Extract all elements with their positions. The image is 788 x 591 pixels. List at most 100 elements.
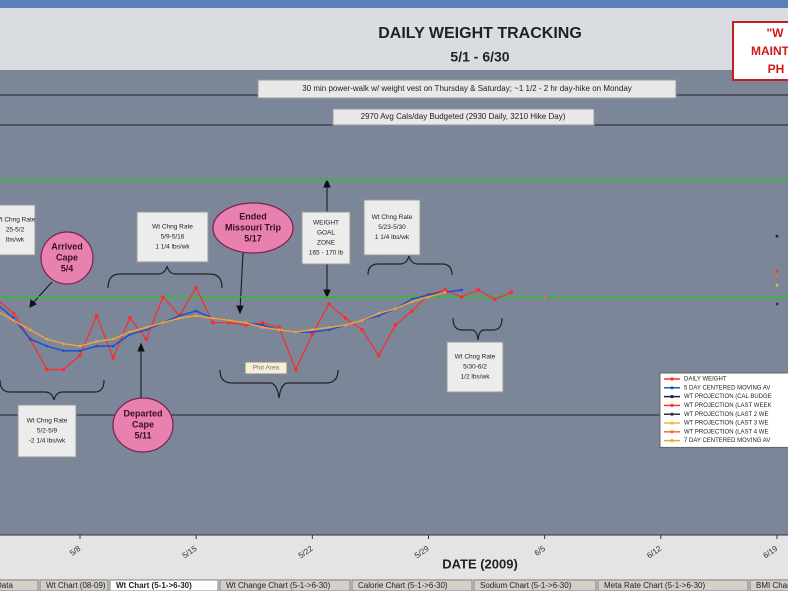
legend-marker: [670, 403, 674, 407]
legend-label: WT PROJECTION (LAST WEEK: [684, 403, 771, 409]
data-point: [127, 316, 132, 320]
data-point: [244, 323, 248, 327]
data-point: [95, 344, 98, 348]
data-point: [443, 288, 447, 292]
annotation-text: 5/9-5/16: [161, 234, 185, 241]
data-point: [144, 337, 149, 341]
data-point: [111, 356, 115, 360]
chart-subtitle: 5/1 - 6/30: [450, 49, 509, 65]
brace: [219, 369, 339, 399]
data-point: [344, 323, 347, 327]
data-point: [61, 349, 65, 353]
annotation-box: [446, 341, 504, 393]
legend-marker: [670, 395, 674, 399]
sheet-tab-label: BMI Chart (5-: [756, 581, 788, 590]
brace: [0, 379, 105, 401]
data-point: [61, 342, 65, 346]
data-point: [327, 328, 331, 332]
annotation-text: Cape: [132, 419, 154, 429]
data-point: [210, 320, 215, 325]
annotation-text: 165 - 170 lb: [309, 250, 344, 257]
legend-label: WT PROJECTION (CAL BUDGE: [684, 394, 772, 400]
legend-label: WT PROJECTION (LAST 2 WE: [684, 412, 768, 418]
annotation-text: Plot Area: [253, 365, 280, 372]
sheet-tab-label: Wt Change Chart (5-1->6-30): [226, 581, 331, 590]
sheet-tab: [109, 579, 219, 591]
data-point: [260, 320, 265, 325]
data-point: [377, 314, 381, 318]
data-point: [543, 295, 547, 299]
data-point: [261, 323, 264, 327]
data-point: [509, 290, 514, 295]
data-point: [277, 325, 281, 330]
legend-marker: [670, 386, 674, 390]
legend-label: 5 DAY CENTERED MOVING AV: [684, 385, 770, 391]
data-point: [194, 314, 198, 318]
sheet-tab: [39, 579, 109, 591]
legend-box: [659, 372, 788, 448]
data-point: [178, 316, 181, 320]
annotation-text: 5/30-6/2: [463, 364, 487, 371]
brace: [107, 265, 223, 289]
braces: [0, 255, 503, 401]
sheet-tab: [0, 579, 39, 591]
arrow-head: [323, 289, 331, 299]
annotation-text: 25-5/2: [6, 227, 25, 234]
data-point: [111, 344, 115, 348]
chart-area-bottom: [0, 535, 788, 580]
data-point: [493, 297, 497, 302]
data-point: [775, 274, 779, 278]
data-point: [376, 353, 381, 358]
corner-note: MAINT: [751, 44, 788, 58]
arrow-head: [29, 299, 37, 308]
data-point: [44, 367, 49, 372]
annotation-text: -2 1/4 lbs/wk: [29, 438, 66, 445]
annotation-text: GOAL: [317, 230, 335, 237]
data-point: [360, 327, 364, 332]
data-point: [410, 297, 414, 301]
data-point: [343, 316, 348, 320]
data-point: [194, 285, 198, 290]
annotation-text: WEIGHT: [313, 220, 339, 227]
data-point: [111, 337, 115, 341]
data-point: [459, 295, 464, 299]
data-point: [443, 290, 447, 294]
sheet-tab-label: Wt Chart (08-09): [46, 581, 106, 590]
data-point: [427, 293, 430, 297]
legend-marker: [670, 430, 674, 434]
corner-note-box: [732, 21, 788, 81]
data-point: [410, 309, 414, 313]
data-point: [94, 313, 99, 318]
note-box: [257, 79, 677, 99]
annotation-text: Missouri Trip: [225, 222, 282, 232]
data-point: [161, 321, 165, 325]
data-point: [227, 319, 231, 322]
arrow-head: [137, 342, 145, 352]
corner-note: "W: [766, 26, 784, 40]
data-point: [261, 326, 264, 329]
data-point: [775, 302, 779, 306]
legend-label: 7 DAY CENTERED MOVING AV: [684, 438, 770, 444]
data-point: [310, 328, 314, 332]
data-point: [427, 295, 430, 299]
data-point: [393, 307, 397, 311]
data-point: [78, 349, 82, 353]
data-point: [128, 330, 132, 334]
annotation-text: Ended: [239, 211, 267, 221]
data-point: [410, 300, 414, 304]
data-point: [28, 328, 32, 332]
data-point: [45, 337, 49, 341]
annotation-text: Cape: [56, 252, 78, 262]
sheet-tab-label: Meta Rate Chart (5-1->6-30): [604, 581, 705, 590]
data-point: [28, 337, 32, 341]
data-point: [244, 321, 248, 325]
data-point: [161, 295, 165, 299]
sheet-tab-label: Sodium Chart (5-1->6-30): [480, 581, 572, 590]
data-point: [327, 326, 331, 329]
data-point: [293, 367, 298, 372]
brace: [367, 255, 453, 276]
data-point: [11, 311, 16, 316]
data-point: [377, 311, 381, 315]
annotation-text: Wt Chng Rate: [152, 224, 193, 231]
